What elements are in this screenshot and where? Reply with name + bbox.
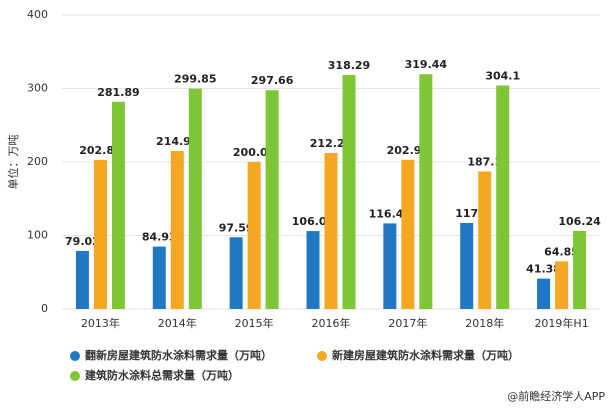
value-label: 106.04 [292, 215, 335, 228]
value-label: 319.44 [405, 58, 448, 71]
x-tick-label: 2015年 [235, 316, 274, 330]
bar [478, 171, 492, 309]
bar [152, 246, 166, 309]
bar [383, 223, 397, 309]
legend-marker [70, 371, 80, 381]
bar [306, 231, 320, 309]
legend-marker [70, 351, 80, 361]
x-tick-label: 2016年 [312, 316, 351, 330]
value-label: 200.08 [233, 146, 275, 159]
bar [401, 159, 415, 309]
value-label: 97.59 [219, 221, 254, 234]
value-label: 84.93 [142, 231, 177, 244]
bar [229, 237, 243, 309]
legend-label: 翻新房屋建筑防水涂料需求量（万吨） [85, 348, 272, 362]
bar [75, 250, 89, 309]
value-label: 106.24 [558, 215, 601, 228]
value-label: 304.1 [485, 69, 520, 82]
bar [555, 261, 569, 309]
bar [419, 74, 433, 309]
bar [247, 161, 261, 309]
y-tick-label: 0 [41, 302, 48, 315]
y-tick-label: 300 [27, 82, 48, 95]
value-label: 318.29 [328, 59, 370, 72]
bar [460, 223, 474, 309]
value-label: 212.26 [310, 137, 353, 150]
value-label: 41.38 [526, 263, 561, 276]
y-tick-label: 100 [27, 229, 48, 242]
y-tick-label: 400 [27, 8, 48, 21]
value-label: 202.87 [79, 144, 121, 157]
x-tick-label: 2014年 [158, 316, 197, 330]
value-label: 187.1 [467, 155, 502, 168]
value-label: 117 [455, 207, 478, 220]
value-label: 202.97 [387, 144, 429, 157]
bar [111, 101, 125, 309]
y-axis-label: 单位：万吨 [6, 135, 20, 190]
value-label: 116.47 [369, 207, 411, 220]
x-tick-label: 2019年H1 [534, 316, 588, 330]
x-tick-label: 2013年 [81, 316, 120, 330]
legend-label: 新建房屋建筑防水涂料需求量（万吨） [332, 348, 519, 362]
bar [573, 230, 587, 309]
y-tick-label: 200 [27, 155, 48, 168]
bar [537, 278, 551, 309]
value-label: 79.02 [65, 235, 100, 248]
bar [324, 152, 338, 309]
value-label: 214.92 [156, 135, 198, 148]
bar [265, 90, 279, 309]
x-tick-label: 2017年 [388, 316, 427, 330]
value-label: 281.89 [97, 86, 139, 99]
bar [342, 75, 356, 309]
value-label: 299.85 [174, 73, 216, 86]
bar [496, 85, 510, 309]
legend-marker [317, 351, 327, 361]
value-label: 64.85 [544, 245, 579, 258]
x-tick-label: 2018年 [465, 316, 504, 330]
bar [93, 159, 107, 309]
bar [188, 88, 202, 309]
footer: @前瞻经济学人APP [507, 389, 605, 403]
bar [170, 151, 184, 309]
value-label: 297.66 [251, 74, 294, 87]
legend-label: 建筑防水涂料总需求量（万吨） [85, 368, 239, 382]
